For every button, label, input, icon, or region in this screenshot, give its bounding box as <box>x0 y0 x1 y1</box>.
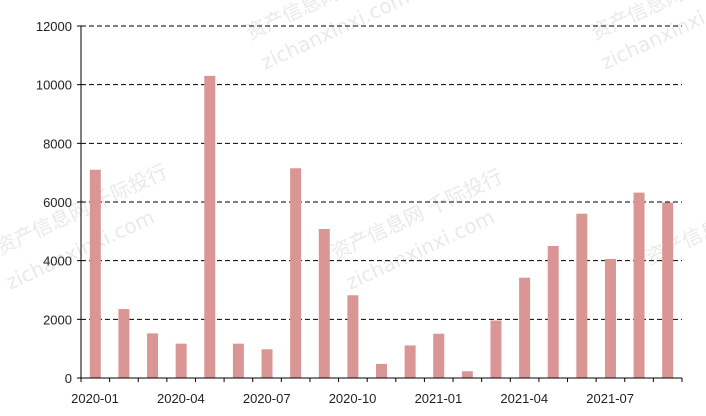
y-tick-label-6000: 6000 <box>43 195 72 210</box>
bar-2021-09 <box>662 202 674 378</box>
y-tick-label-8000: 8000 <box>43 136 72 151</box>
x-tick-label-2021-01: 2021-01 <box>415 391 463 406</box>
bar-2021-08 <box>633 192 645 378</box>
x-tick-label-2020-04: 2020-04 <box>157 391 205 406</box>
x-tick-label-2020-07: 2020-07 <box>243 391 291 406</box>
bar-series <box>89 75 674 378</box>
bar-2020-11 <box>376 363 387 378</box>
bar-2020-03 <box>147 333 159 378</box>
x-tick-label-2021-04: 2021-04 <box>500 391 548 406</box>
bar-2020-12 <box>404 345 416 378</box>
y-tick-label-0: 0 <box>65 371 72 386</box>
y-axis-ticks: 0 2000 4000 6000 8000 10000 12000 <box>36 19 81 386</box>
bar-2021-04 <box>519 277 531 378</box>
bar-2021-06 <box>576 213 588 378</box>
bar-2021-07 <box>604 258 616 378</box>
bar-2020-05 <box>204 75 216 378</box>
y-tick-label-12000: 12000 <box>36 19 72 34</box>
bar-2020-01 <box>89 169 101 378</box>
y-tick-label-10000: 10000 <box>36 78 72 93</box>
x-tick-label-2021-07: 2021-07 <box>586 391 634 406</box>
y-tick-label-4000: 4000 <box>43 254 72 269</box>
bar-2020-06 <box>232 343 244 378</box>
bar-2020-10 <box>347 295 359 378</box>
bar-2020-08 <box>290 168 302 378</box>
x-tick-label-2020-10: 2020-10 <box>329 391 377 406</box>
watermark-cn-5: 资产信息网 千际投行 <box>642 169 706 270</box>
bar-2020-09 <box>318 228 330 378</box>
y-tick-label-2000: 2000 <box>43 312 72 327</box>
x-tick-label-2020-01: 2020-01 <box>71 391 119 406</box>
bar-2021-05 <box>547 246 559 378</box>
bar-2020-07 <box>261 349 273 378</box>
bar-2021-01 <box>433 333 445 378</box>
bar-2021-02 <box>461 371 473 378</box>
bar-2020-02 <box>118 309 130 378</box>
bar-2021-03 <box>490 320 502 378</box>
bar-2020-04 <box>175 343 187 378</box>
x-axis-ticks: 2020-01 2020-04 2020-07 2020-10 2021-01 2021-… <box>71 378 683 406</box>
watermark-layer: 资产信息网 千际投行 zichanxinxi.com 资产信息网 千际投行 zi… <box>0 0 706 295</box>
